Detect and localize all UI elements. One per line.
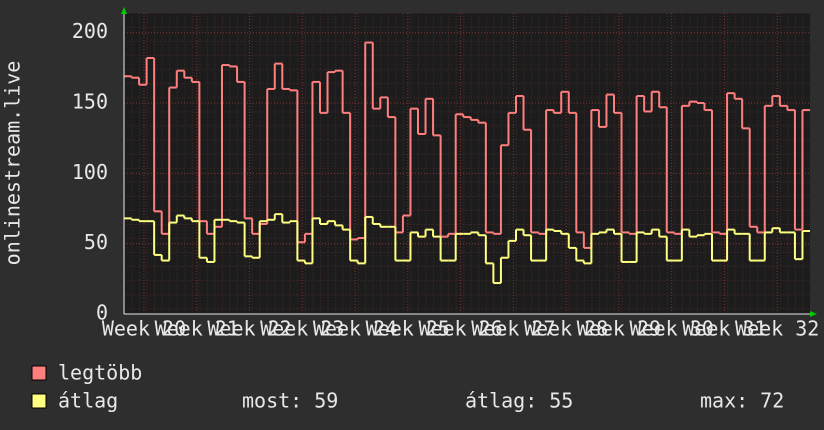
- stat-value: 72: [760, 389, 784, 413]
- stat-value: 55: [549, 389, 573, 413]
- stat-label: max:: [700, 389, 748, 413]
- y-tick-label: 100: [72, 160, 108, 184]
- y-axis-label: onlinestream.live: [1, 61, 25, 266]
- x-tick-label: Week 25: [366, 317, 450, 341]
- x-tick-label: Week 27: [471, 317, 555, 341]
- y-tick-label: 0: [96, 301, 108, 325]
- stat-label: most:: [242, 389, 302, 413]
- axis-arrow: [810, 311, 817, 317]
- stat-label: átlag:: [465, 389, 537, 413]
- y-tick-label: 200: [72, 19, 108, 43]
- y-tick-label: 50: [84, 230, 108, 254]
- x-tick-label: Week 24: [313, 317, 397, 341]
- series: [124, 41, 810, 249]
- series: [124, 213, 810, 285]
- stat-value: 59: [314, 389, 338, 413]
- x-tick-label: Week 21: [155, 317, 239, 341]
- legend-swatch: [31, 365, 47, 381]
- x-tick-label: Week 26: [418, 317, 502, 341]
- x-tick-label: Week 31: [682, 317, 766, 341]
- legend-label: legtöbb: [58, 361, 142, 385]
- minor-grid: [124, 13, 810, 314]
- x-tick-label: Week 20: [102, 317, 186, 341]
- x-tick-label: Week 32: [735, 317, 819, 341]
- x-tick-label: Week 29: [577, 317, 661, 341]
- axis-arrow: [121, 7, 127, 14]
- plot-layer: [124, 13, 810, 315]
- x-tick-label: Week 23: [260, 317, 344, 341]
- y-tick-label: 150: [72, 90, 108, 114]
- x-tick-label: Week 30: [630, 317, 714, 341]
- legend-label: átlag: [58, 389, 118, 413]
- legend-swatch: [31, 393, 47, 409]
- x-tick-label: Week 22: [207, 317, 291, 341]
- x-tick-label: Week 28: [524, 317, 608, 341]
